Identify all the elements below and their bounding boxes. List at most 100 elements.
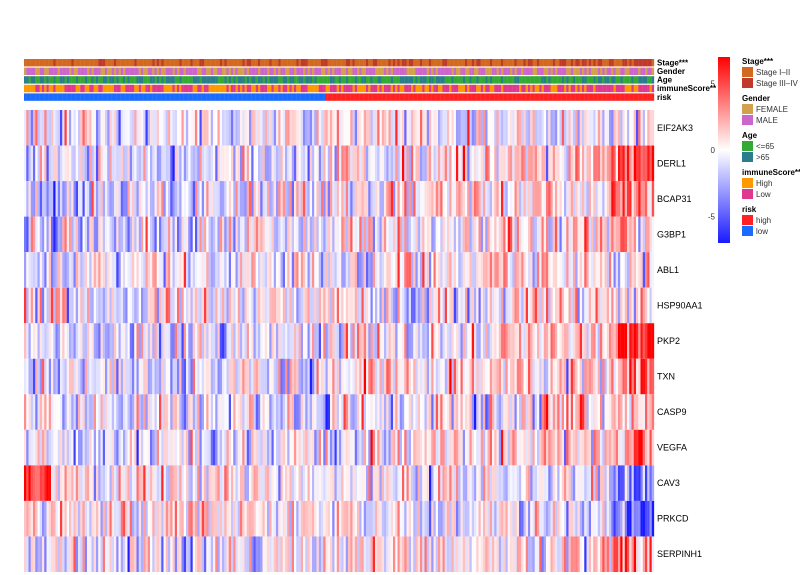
heatmap-cell [530, 110, 533, 146]
heatmap-cell [312, 536, 315, 572]
heatmap-cell [222, 429, 225, 466]
heatmap-cell [624, 358, 628, 395]
heatmap-cell [192, 465, 196, 501]
heatmap-cell [289, 429, 292, 466]
heatmap-cell [503, 323, 506, 359]
heatmap-cell [588, 181, 592, 217]
heatmap-cell [177, 429, 180, 466]
heatmap-cell [213, 287, 216, 324]
heatmap-cell [69, 323, 72, 359]
heatmap-cell [235, 500, 238, 537]
annotation-cell [548, 59, 551, 67]
heatmap-cell [642, 145, 646, 182]
heatmap-cell [492, 394, 495, 430]
heatmap-cell [447, 500, 450, 537]
heatmap-cell [215, 429, 218, 466]
heatmap-cell [559, 216, 562, 253]
heatmap-cell [147, 429, 151, 466]
heatmap-cell [595, 323, 598, 359]
heatmap-cell [384, 465, 387, 501]
heatmap-cell [89, 252, 92, 288]
heatmap-cell [105, 252, 108, 288]
heatmap-cell [152, 287, 155, 324]
heatmap-cell [492, 500, 495, 537]
heatmap-cell [404, 358, 407, 395]
heatmap-cell [316, 287, 319, 324]
heatmap-cell [649, 394, 652, 430]
heatmap-cell [192, 536, 196, 572]
heatmap-cell [96, 252, 99, 288]
heatmap-cell [402, 110, 405, 146]
annotation-cell [530, 93, 533, 101]
heatmap-cell [102, 181, 106, 217]
annotation-cell [260, 84, 263, 93]
annotation-cell [433, 59, 436, 67]
heatmap-cell [233, 110, 236, 146]
annotation-cell [109, 93, 112, 101]
heatmap-cell [219, 394, 223, 430]
annotation-cell [258, 93, 261, 101]
heatmap-cell [224, 465, 227, 501]
heatmap-cell [408, 536, 412, 572]
annotation-cell [492, 67, 495, 75]
heatmap-cell [190, 536, 193, 572]
annotation-cell [431, 59, 434, 67]
heatmap-cell [629, 145, 632, 182]
annotation-cell [321, 59, 324, 67]
heatmap-cell [195, 500, 198, 537]
heatmap-cell [591, 110, 594, 146]
heatmap-cell [426, 358, 430, 395]
annotation-cell [309, 93, 313, 101]
annotation-cell [170, 67, 173, 75]
heatmap-cell [172, 252, 175, 288]
heatmap-cell [485, 252, 488, 288]
heatmap-cell [381, 465, 385, 501]
heatmap-cell [498, 216, 502, 253]
heatmap-cell [226, 465, 229, 501]
heatmap-cell [604, 465, 607, 501]
heatmap-cell [609, 465, 612, 501]
heatmap-cell [208, 252, 211, 288]
heatmap-cell [213, 145, 216, 182]
heatmap-cell [177, 252, 180, 288]
heatmap-cell [530, 500, 533, 537]
heatmap-cell [55, 181, 58, 217]
annotation-cell [530, 76, 533, 84]
heatmap-cell [210, 465, 214, 501]
heatmap-cell [609, 287, 612, 324]
heatmap-cell [276, 110, 279, 146]
heatmap-cell [258, 181, 261, 217]
annotation-cell [404, 67, 407, 75]
annotation-cell [415, 84, 418, 93]
heatmap-cell [228, 287, 232, 324]
annotation-cell [258, 59, 261, 67]
heatmap-cell [120, 536, 124, 572]
heatmap-cell [201, 429, 205, 466]
heatmap-cell [105, 323, 108, 359]
heatmap-cell [429, 145, 432, 182]
annotation-cell [561, 67, 565, 75]
heatmap-cell [165, 110, 169, 146]
annotation-cell [305, 93, 308, 101]
heatmap-cell [438, 323, 441, 359]
heatmap-cell [249, 536, 252, 572]
heatmap-cell [512, 181, 515, 217]
heatmap-cell [582, 500, 585, 537]
heatmap-cell [37, 358, 40, 395]
heatmap-cell [471, 429, 475, 466]
heatmap-cell [255, 181, 259, 217]
heatmap-cell [285, 429, 288, 466]
heatmap-cell [37, 216, 40, 253]
heatmap-cell [411, 536, 414, 572]
heatmap-cell [154, 536, 157, 572]
heatmap-cell [368, 429, 371, 466]
heatmap-cell [638, 429, 641, 466]
heatmap-cell [514, 500, 517, 537]
heatmap-cell [251, 465, 254, 501]
heatmap-cell [316, 323, 319, 359]
annotation-cell [487, 84, 490, 93]
annotation-cell [325, 76, 328, 84]
heatmap-cell [568, 110, 571, 146]
heatmap-cell [305, 500, 308, 537]
heatmap-cell [537, 465, 540, 501]
